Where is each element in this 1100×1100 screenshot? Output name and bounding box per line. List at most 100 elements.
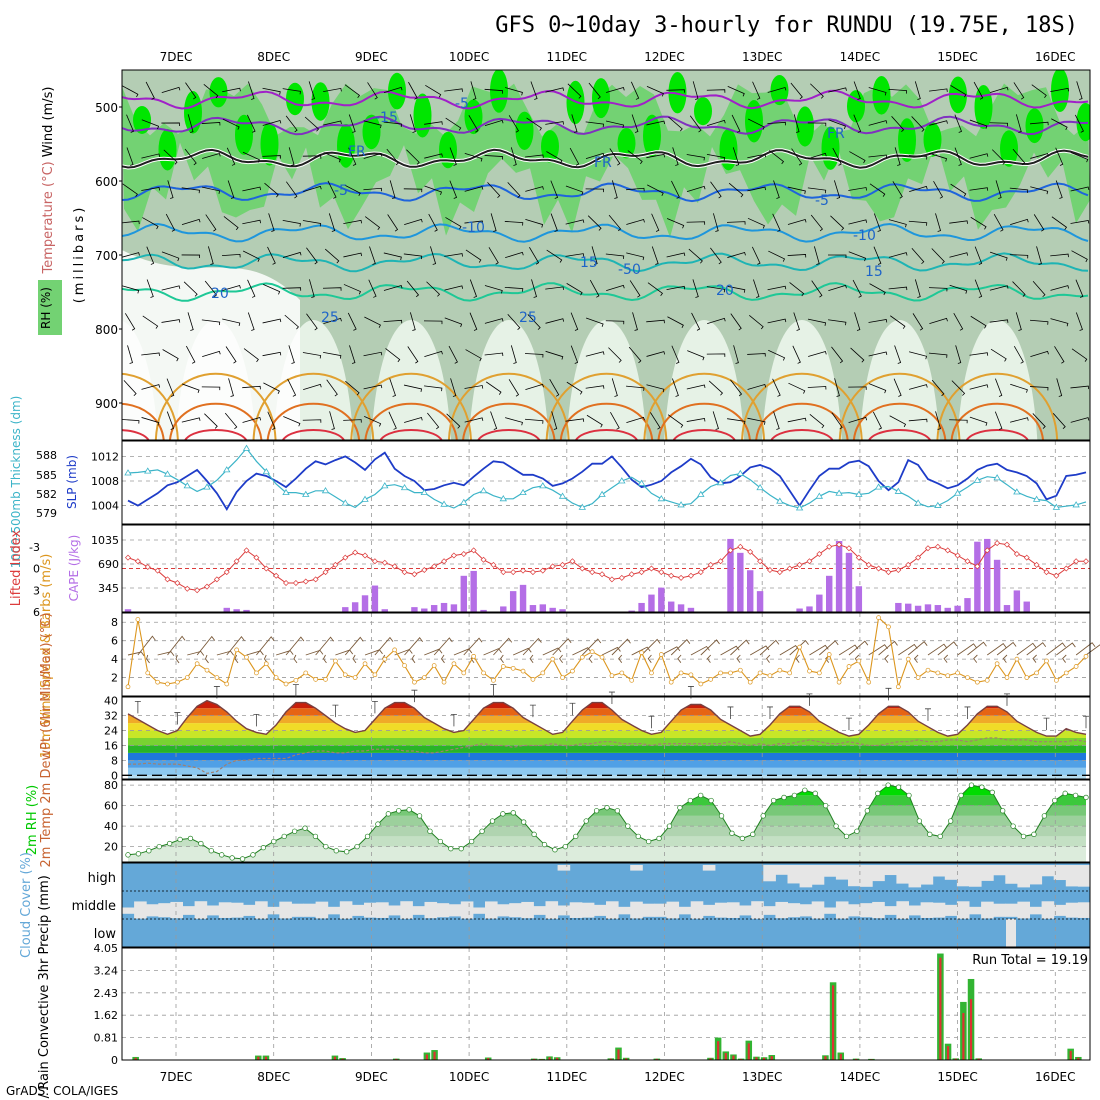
wind-barb xyxy=(707,119,726,126)
date-label: 14DEC xyxy=(840,1070,880,1084)
wind-barb xyxy=(181,254,201,259)
lifted-index-tick: -3 xyxy=(29,541,40,554)
wind-barb xyxy=(991,149,1006,165)
wind-barb xyxy=(888,88,908,94)
lifted-index-marker xyxy=(865,561,872,568)
warm-contour xyxy=(122,402,165,440)
wind-barb xyxy=(588,654,593,663)
wind-barb xyxy=(445,217,462,230)
rh-marker xyxy=(698,792,704,799)
lifted-index-marker xyxy=(836,541,843,548)
wind-barb xyxy=(409,312,416,331)
minmax-whisker xyxy=(332,704,339,718)
wind-speed-marker xyxy=(718,670,723,676)
thickness-marker xyxy=(144,467,152,474)
wind-barb xyxy=(122,85,139,98)
wind-barb xyxy=(1033,214,1045,232)
wind-barb xyxy=(368,279,377,298)
rh-dry-lobe xyxy=(761,320,842,440)
wind-speed-marker xyxy=(599,654,605,660)
wind-barb xyxy=(550,213,558,232)
lifted-index-marker xyxy=(529,569,536,576)
warm-contour xyxy=(295,445,331,453)
wind-barb xyxy=(686,154,705,161)
wind-barb xyxy=(788,382,806,394)
cloud-clear-high xyxy=(884,865,897,876)
wind-barb xyxy=(692,279,699,298)
cape-panel: -3 0 3 6 1035 690 345 Lifted Index CAPE (J/kg) xyxy=(9,524,1091,619)
wind-barb xyxy=(468,115,479,133)
wind-barb xyxy=(909,384,928,390)
lifted-index-marker xyxy=(401,569,408,576)
wind-barb xyxy=(853,114,862,133)
lifted-index-marker xyxy=(608,576,615,583)
wind-barb xyxy=(608,347,622,363)
cape-bar xyxy=(421,608,428,612)
minmax-whisker xyxy=(411,689,418,703)
thickness-marker xyxy=(479,487,488,494)
contour-label: -5 xyxy=(334,183,348,199)
wind-barb xyxy=(364,415,382,427)
footer-credit: GrADS: COLA/IGES xyxy=(6,1084,118,1098)
wind-barb xyxy=(247,114,256,133)
wind-barb xyxy=(1010,218,1029,226)
cloud-clear-high xyxy=(1005,865,1018,884)
wind-barb xyxy=(490,411,498,430)
wind-barb xyxy=(646,153,665,159)
thickness-marker xyxy=(677,501,685,508)
wind-barb xyxy=(995,378,1003,397)
lifted-index-marker xyxy=(362,552,369,559)
rh-marker xyxy=(406,807,412,813)
wind-barb xyxy=(1013,82,1025,100)
wind-barb xyxy=(730,639,750,656)
pressure-tick: 900 xyxy=(95,397,118,411)
wind-barb xyxy=(813,246,820,265)
lifted-index-marker xyxy=(352,549,359,556)
wind-barb xyxy=(166,378,175,397)
cloud-clear-middle xyxy=(545,901,559,919)
wind-barb xyxy=(996,641,1017,656)
wind-barb xyxy=(706,654,712,663)
contour-label: -5 xyxy=(815,193,829,209)
wind-barb xyxy=(914,81,921,100)
wind-barb xyxy=(567,83,582,99)
wind-barb xyxy=(227,180,235,199)
wind-speed-marker xyxy=(125,684,131,690)
wind-barb xyxy=(201,386,221,391)
wind-barb xyxy=(888,286,908,291)
cloud-clear-middle xyxy=(122,907,135,914)
lifted-index-marker xyxy=(707,561,714,568)
cape-bar xyxy=(954,605,961,612)
wind-speed-marker xyxy=(1054,677,1059,683)
wind-barb xyxy=(611,180,618,199)
wind-barb xyxy=(700,639,720,656)
wind-barb xyxy=(646,86,664,97)
rh-marker xyxy=(573,833,579,840)
wind-barb xyxy=(570,345,579,364)
wind-barb xyxy=(677,654,682,663)
lifted-index-marker xyxy=(292,580,299,586)
wind-barb xyxy=(484,352,504,357)
wind-barb xyxy=(625,187,645,192)
cape-bar xyxy=(351,602,359,612)
precip-convective-bar xyxy=(533,1058,536,1060)
wind-barb xyxy=(161,122,180,126)
cape-bar xyxy=(835,541,843,612)
wind-barb xyxy=(894,345,902,364)
rh-legend-swatch xyxy=(38,280,62,335)
wind-barb xyxy=(222,285,241,291)
wind-barb xyxy=(335,649,354,656)
wind-barb xyxy=(789,639,809,656)
cloud-level-label: low xyxy=(94,927,117,942)
minmax-whisker xyxy=(529,704,536,718)
rh-marker xyxy=(198,840,204,847)
wind-barb xyxy=(305,649,324,656)
precip-convective-bar xyxy=(609,1058,612,1060)
wind-speed-marker xyxy=(866,679,872,685)
wind-barb xyxy=(690,645,710,656)
thickness-marker xyxy=(341,499,349,506)
minmax-whisker xyxy=(490,684,497,697)
wind-panel: 8 6 4 2 10m Wind Speed & Barbs (m/s) xyxy=(39,554,1100,758)
cloud-clear-middle xyxy=(981,901,994,919)
wind-barb xyxy=(464,220,484,224)
